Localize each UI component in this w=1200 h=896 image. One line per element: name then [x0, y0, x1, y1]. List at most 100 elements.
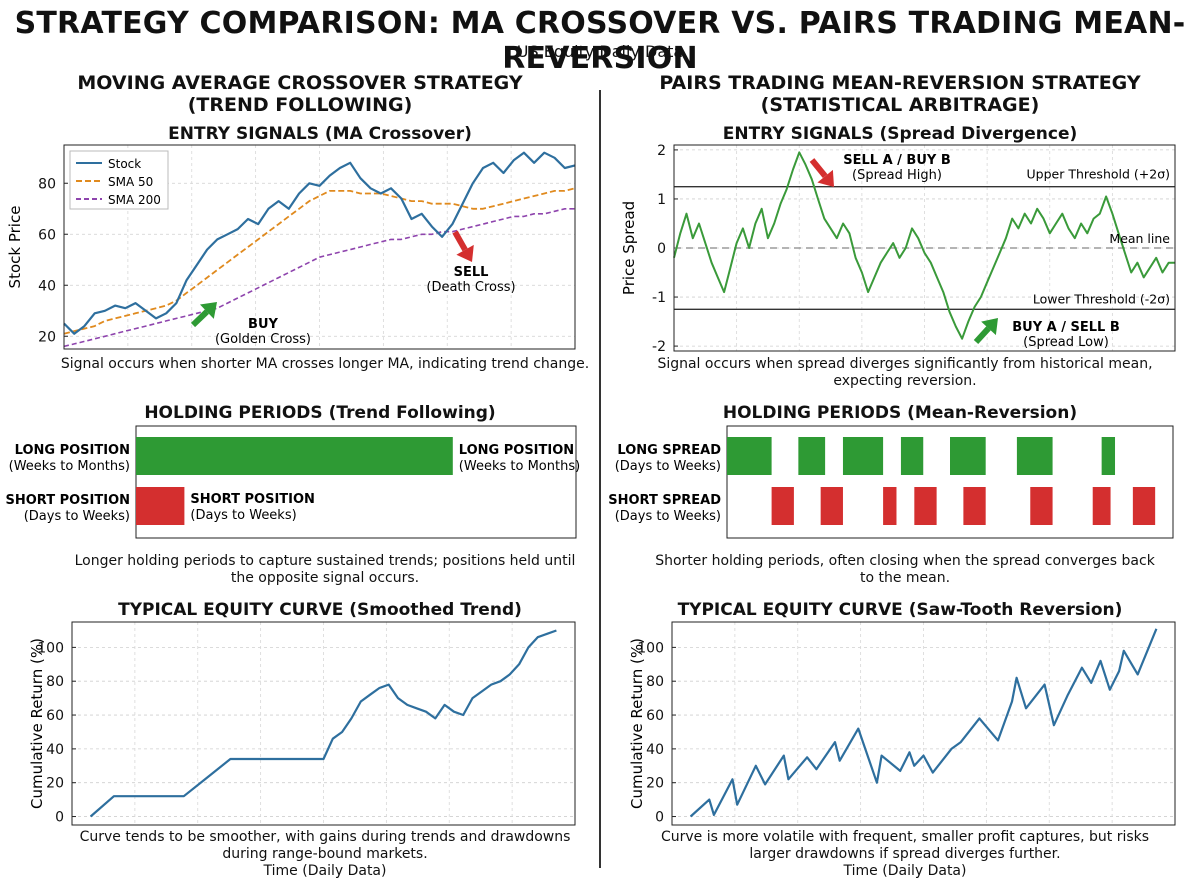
sell-arrow-shaft [452, 230, 468, 252]
pairs-entry-ytick-label: -2 [652, 339, 666, 355]
ma-equity-title: TYPICAL EQUITY CURVE (Smoothed Trend) [118, 600, 522, 620]
pairs-holding-bar-short [1092, 487, 1111, 525]
ma-entry-frame [63, 144, 576, 350]
short-position-end-sublabel: (Days to Weeks) [190, 508, 296, 523]
ma-equity-ytick-label: 40 [46, 742, 64, 758]
long-position-end-label: LONG POSITION [459, 443, 574, 458]
pairs-holding-bar-short [914, 487, 937, 525]
ma-equity-caption: Curve tends to be smoother, with gains d… [30, 829, 620, 880]
sell-spread-arrow-head [817, 169, 834, 187]
page-title: STRATEGY COMPARISON: MA CROSSOVER VS. PA… [14, 6, 1186, 76]
pairs-holding-row-label-long: LONG SPREAD [617, 443, 721, 458]
ma-equity-ytick-label: 100 [37, 640, 64, 656]
sell-spread-label: SELL A / BUY B [843, 153, 951, 168]
pairs-holding-row-label-short: SHORT SPREAD [608, 493, 721, 508]
ma-equity-caption-line2: during range-bound markets. [222, 846, 428, 862]
spread-line [673, 151, 1175, 340]
pairs-entry-caption-line2: expecting reversion. [833, 373, 977, 389]
buy-spread-sublabel: (Spread Low) [1023, 335, 1109, 350]
ma-holding-bar-short [136, 487, 185, 525]
pairs-equity-caption: Curve is more volatile with frequent, sm… [620, 829, 1190, 880]
ma-entry-ytick-label: 60 [38, 227, 56, 243]
left-title-line1: MOVING AVERAGE CROSSOVER STRATEGY [77, 72, 523, 94]
ma-equity-caption-line1: Curve tends to be smoother, with gains d… [79, 829, 571, 845]
pairs-holding-bar-short [963, 487, 986, 525]
long-position-end-sublabel: (Weeks to Months) [459, 459, 580, 474]
page-subtitle: US Equity Daily Data [516, 42, 684, 61]
pairs-equity-ytick-label: 100 [637, 640, 664, 656]
pairs-holding-caption-line1: Shorter holding periods, often closing w… [655, 553, 1155, 569]
sell-arrow-head [456, 244, 474, 262]
stock-line [63, 151, 576, 335]
ma-holding-row-label-long: LONG POSITION [15, 443, 130, 458]
pairs-holding-caption-line2: to the mean. [859, 570, 951, 586]
ma-holding-frame [135, 425, 577, 539]
ma-equity-ytick-label: 60 [46, 708, 64, 724]
pairs-entry-ytick-label: -1 [652, 290, 666, 306]
pairs-holding-bar-short [820, 487, 843, 525]
pairs-entry-ytick-label: 2 [657, 143, 666, 159]
pairs-holding-caption: Shorter holding periods, often closing w… [620, 553, 1190, 587]
buy-spread-arrow-head [981, 318, 998, 336]
left-column-title: MOVING AVERAGE CROSSOVER STRATEGY (TREND… [0, 72, 600, 116]
ma-holding-title: HOLDING PERIODS (Trend Following) [144, 403, 496, 423]
pairs-holding-bar-short [771, 487, 794, 525]
ma-holding-row-sublabel-long: (Weeks to Months) [9, 459, 130, 474]
ma-entry-caption: Signal occurs when shorter MA crosses lo… [60, 356, 590, 372]
ma-holding-row-sublabel-short: (Days to Weeks) [24, 509, 130, 524]
sell-sublabel: (Death Cross) [426, 280, 515, 295]
buy-arrow-shaft [190, 309, 209, 328]
ma-holding-caption-line2: the opposite signal occurs. [230, 570, 420, 586]
left-title-line2: (TREND FOLLOWING) [187, 94, 413, 116]
pairs-equity-ytick-label: 60 [646, 708, 664, 724]
buy-spread-arrow-shaft [973, 326, 991, 345]
pairs-equity-xlabel: Time (Daily Data) [843, 863, 967, 879]
sell-spread-arrow-shaft [809, 158, 828, 179]
right-title-line2: (STATISTICAL ARBITRAGE) [760, 94, 1040, 116]
pairs-holding-bar-short [1030, 487, 1053, 525]
ma-holding-row-label-short: SHORT POSITION [5, 493, 130, 508]
pairs-entry-frame [673, 144, 1176, 352]
ma-equity-line [89, 629, 557, 818]
pairs-entry-ytick-label: 1 [657, 192, 666, 208]
pairs-equity-title: TYPICAL EQUITY CURVE (Saw-Tooth Reversio… [677, 600, 1123, 620]
pairs-holding-bar-long [1101, 437, 1116, 475]
pairs-entry-title: ENTRY SIGNALS (Spread Divergence) [722, 124, 1078, 144]
ma-equity-ylabel: Cumulative Return (%) [28, 638, 46, 809]
pairs-holding-bar-long [1016, 437, 1053, 475]
right-column-title: PAIRS TRADING MEAN-REVERSION STRATEGY (S… [600, 72, 1200, 116]
pairs-equity-ytick-label: 80 [646, 674, 664, 690]
sma200-line [63, 208, 575, 348]
ma-entry-ylabel: Stock Price [6, 206, 24, 289]
upper-threshold-label: Upper Threshold (+2σ) [1027, 167, 1171, 182]
ma-entry-title: ENTRY SIGNALS (MA Crossover) [168, 124, 472, 144]
mean-line-label: Mean line [1109, 231, 1170, 246]
legend-label-sma-200: SMA 200 [108, 193, 161, 207]
ma-holding-bar-long [136, 437, 453, 475]
pairs-equity-frame [671, 621, 1176, 826]
lower-threshold-label: Lower Threshold (-2σ) [1033, 291, 1170, 306]
ma-equity-frame [71, 621, 576, 826]
pairs-holding-bar-long [842, 437, 884, 475]
pairs-holding-bar-long [900, 437, 924, 475]
ma-equity-ytick-label: 20 [46, 776, 64, 792]
pairs-holding-bar-long [950, 437, 986, 475]
ma-entry-ytick-label: 40 [38, 278, 56, 294]
buy-spread-label: BUY A / SELL B [1012, 320, 1120, 335]
sell-label: SELL [454, 265, 489, 280]
pairs-holding-row-sublabel-long: (Days to Weeks) [615, 459, 721, 474]
pairs-entry-ytick-label: 0 [657, 241, 666, 257]
ma-holding-caption-line1: Longer holding periods to capture sustai… [74, 553, 576, 569]
buy-arrow-head [199, 302, 217, 319]
pairs-equity-caption-line2: larger drawdowns if spread diverges furt… [749, 846, 1061, 862]
pairs-equity-caption-line1: Curve is more volatile with frequent, sm… [660, 829, 1150, 845]
pairs-equity-ytick-label: 20 [646, 776, 664, 792]
ma-equity-xlabel: Time (Daily Data) [263, 863, 387, 879]
pairs-entry-ylabel: Price Spread [620, 201, 638, 295]
pairs-equity-ytick-label: 0 [655, 810, 664, 826]
ma-holding-caption: Longer holding periods to capture sustai… [30, 553, 620, 587]
ma-equity-ytick-label: 0 [55, 810, 64, 826]
pairs-equity-ylabel: Cumulative Return (%) [628, 638, 646, 809]
ma-entry-ytick-label: 20 [38, 329, 56, 345]
